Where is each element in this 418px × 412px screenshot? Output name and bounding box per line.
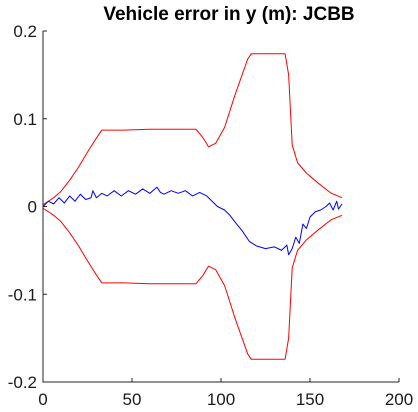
- chart-title: Vehicle error in y (m): JCBB: [103, 4, 354, 25]
- x-tick-label: 0: [38, 390, 47, 409]
- series-line-lower-bound: [42, 207, 343, 360]
- y-tick-label: 0.2: [13, 22, 37, 41]
- x-tick-label: 150: [296, 390, 324, 409]
- series-line-error-y: [42, 186, 343, 256]
- series-line-upper-bound: [42, 53, 343, 206]
- x-tick-label: 50: [123, 390, 142, 409]
- x-tick-label: 100: [207, 390, 235, 409]
- y-tick-label: -0.1: [8, 285, 37, 304]
- y-tick-label: 0: [28, 198, 37, 217]
- x-tick-label: 200: [385, 390, 413, 409]
- axis-frame: [42, 31, 399, 383]
- y-tick-label: -0.2: [8, 373, 37, 392]
- y-tick-label: 0.1: [13, 110, 37, 129]
